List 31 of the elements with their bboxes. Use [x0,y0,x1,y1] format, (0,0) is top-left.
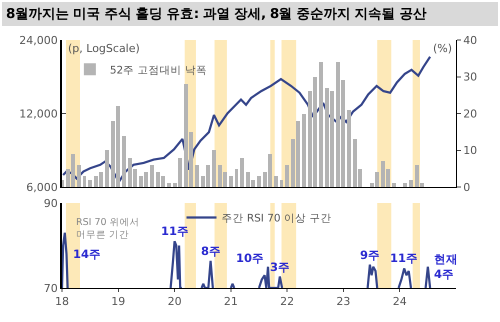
y-tick-label: 12,000 [19,107,58,120]
x-tick-label: 18 [55,295,69,308]
line-series [62,56,432,183]
annotation: 현재 4주 [434,252,458,281]
annotation: 8주 [201,244,222,258]
x-tick-label: 19 [111,295,126,308]
y-tick-label: 90 [44,196,58,210]
y2-tick-label: 30 [463,70,478,84]
x-tick-label: 22 [280,295,294,308]
annotation: 3주 [270,260,290,274]
y-axis-title: (p, LogScale) [68,42,140,55]
legend-label: 52주 고점대비 낙폭 [110,64,207,76]
annotation: 10주 [236,251,264,265]
annotation: 9주 [360,248,380,262]
y2-tick-label: 40 [463,34,478,47]
y2-axis-title: (%) [433,42,452,55]
annotation: 14주 [73,247,102,261]
y2-tick-label: 0 [463,180,470,194]
y2-tick-label: 20 [463,107,478,120]
annotation: 11주 [161,224,190,238]
y-tick-label: 70 [44,282,58,295]
x-tick-label: 20 [168,295,182,308]
x-tick-label: 21 [224,295,238,308]
y2-tick-label: 10 [463,144,478,158]
y-tick-label: 24,000 [19,34,58,47]
x-tick-label: 23 [336,295,350,308]
chart-title: 8월까지는 미국 주식 홀딩 유효: 과열 장세, 8월 중순까지 지속될 공산 [2,2,498,26]
legend-label: 주간 RSI 70 이상 구간 [222,212,332,225]
y-tick-label: 6,000 [26,180,58,194]
x-tick-label: 24 [392,295,407,308]
annotation: 11주 [390,251,418,265]
